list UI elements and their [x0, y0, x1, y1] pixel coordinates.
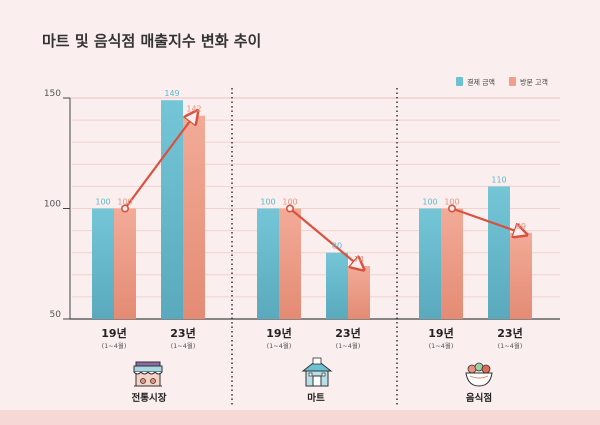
x-tick-label-year: 23년 — [335, 326, 360, 340]
legend: 결제 금액 방문 고객 — [456, 77, 548, 87]
x-tick-label-year: 23년 — [170, 326, 195, 340]
market-stall-icon — [133, 361, 163, 387]
data-label: 100 — [117, 198, 132, 207]
x-tick-label-year: 23년 — [497, 326, 522, 340]
bars — [92, 100, 532, 320]
data-label: 100 — [422, 198, 437, 207]
bar-payment — [419, 208, 441, 319]
data-label: 100 — [95, 198, 110, 207]
trend-arrow — [451, 207, 521, 233]
footer-strip — [0, 410, 600, 425]
x-axis-labels: 19년(1~4월)23년(1~4월)19년(1~4월)23년(1~4월)19년(… — [101, 326, 522, 350]
trend-arrow — [289, 207, 359, 266]
y-tick-label: 100 — [44, 200, 61, 210]
group-label-mart: 마트 — [307, 392, 325, 404]
x-tick-label-year: 19년 — [428, 326, 453, 340]
y-tick-label: 50 — [50, 310, 62, 320]
bar-visitors — [183, 115, 205, 320]
bar-payment — [161, 100, 183, 320]
x-tick-label-period: (1~4월) — [498, 341, 523, 350]
group-label-market: 전통시장 — [132, 392, 167, 404]
bar-payment — [488, 186, 510, 319]
bar-visitors — [279, 208, 301, 319]
data-label: 110 — [491, 175, 506, 184]
trend-start-point — [447, 204, 456, 213]
trend-arrow — [124, 116, 194, 210]
data-label: 74 — [354, 255, 364, 264]
legend-swatch-payment — [456, 77, 463, 86]
group-label-restaurant: 음식점 — [466, 392, 492, 404]
trend-lines — [121, 116, 521, 266]
data-label: 100 — [444, 198, 459, 207]
legend-label-payment: 결제 금액 — [467, 78, 495, 87]
bar-visitors — [441, 208, 463, 319]
bar-payment — [257, 208, 279, 319]
data-label: 142 — [186, 105, 201, 114]
mart-building-icon — [301, 357, 333, 387]
x-tick-label-period: (1~4월) — [267, 341, 292, 350]
x-tick-label-period: (1~4월) — [171, 341, 196, 350]
data-label: 100 — [282, 198, 297, 207]
chart-title: 마트 및 음식점 매출지수 변화 추이 — [42, 32, 261, 50]
bar-payment — [92, 208, 114, 319]
data-label: 100 — [260, 198, 275, 207]
trend-start-point — [121, 204, 130, 213]
legend-swatch-visitors — [509, 77, 516, 86]
trend-start-point — [285, 204, 294, 213]
data-label: 89 — [516, 222, 526, 231]
x-tick-label-year: 19년 — [266, 326, 291, 340]
y-axis: 50 100 150 — [44, 89, 71, 320]
data-label: 149 — [164, 89, 179, 98]
bar-visitors — [348, 265, 370, 319]
y-tick-label: 150 — [44, 89, 61, 99]
x-tick-label-period: (1~4월) — [102, 341, 127, 350]
value-labels: 100 100 149 142 100 100 80 74 100 100 110 89 — [95, 89, 526, 264]
food-bowl-icon — [465, 362, 493, 387]
gridlines — [70, 97, 560, 320]
x-tick-label-year: 19년 — [101, 326, 126, 340]
bar-visitors — [510, 232, 532, 319]
bar-payment — [326, 252, 348, 319]
x-tick-label-period: (1~4월) — [429, 341, 454, 350]
x-tick-label-period: (1~4월) — [336, 341, 361, 350]
legend-label-visitors: 방문 고객 — [520, 78, 548, 87]
data-label: 80 — [332, 242, 342, 251]
bar-visitors — [114, 208, 136, 319]
